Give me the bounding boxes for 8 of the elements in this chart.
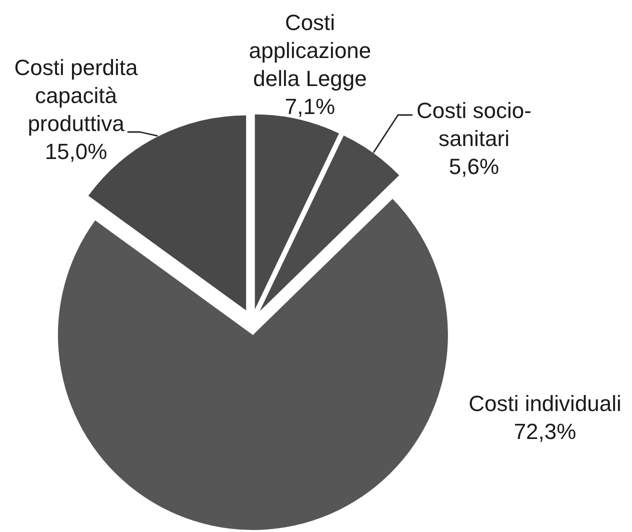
slice-label: Costi perdita capacità produttiva <box>14 55 139 136</box>
slice-label: Costi applicazione della Legge <box>248 10 372 91</box>
data-label: 15,0% <box>44 139 108 164</box>
slice-label: Costi socio-sanitari <box>416 98 532 151</box>
data-label: 72,3% <box>514 419 576 444</box>
slice-label: Costi individuali <box>468 391 622 416</box>
data-label: 5,6% <box>448 154 500 179</box>
data-label: 7,1% <box>284 94 336 119</box>
